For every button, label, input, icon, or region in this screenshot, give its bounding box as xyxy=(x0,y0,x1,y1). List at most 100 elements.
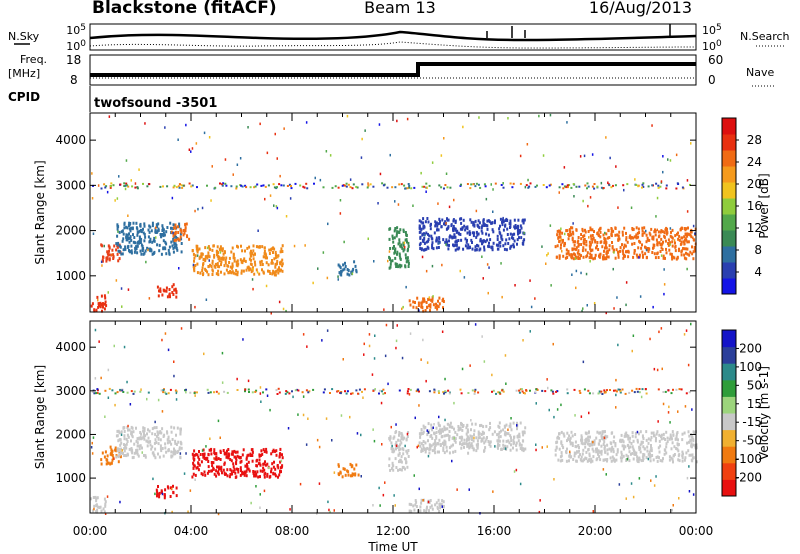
echo-cell xyxy=(231,246,234,250)
echo-cell xyxy=(138,237,141,241)
echo-cell xyxy=(175,291,178,295)
echo-cell xyxy=(404,231,407,234)
echo-cell xyxy=(230,185,233,188)
echo-cell xyxy=(458,436,461,440)
echo-cell xyxy=(266,472,269,476)
echo-cell xyxy=(407,265,410,268)
echo-cell xyxy=(215,390,218,393)
echo-cell xyxy=(502,182,504,185)
echo-cell xyxy=(180,184,183,187)
echo-cell xyxy=(661,459,664,463)
echo-cell xyxy=(511,186,514,189)
echo-cell xyxy=(193,266,196,269)
echo-cell xyxy=(604,391,607,394)
echo-cell xyxy=(90,304,93,308)
echo-cell xyxy=(438,242,440,245)
echo-cell xyxy=(454,248,457,252)
echo-cell xyxy=(215,457,218,461)
echo-cell xyxy=(605,232,608,236)
echo-cell xyxy=(691,408,693,411)
echo-cell xyxy=(116,243,119,247)
echo-cell xyxy=(410,509,413,513)
echo-cell xyxy=(466,225,469,229)
echo-cell xyxy=(675,257,678,261)
echo-cell xyxy=(346,272,349,276)
echo-region xyxy=(191,244,284,277)
echo-cell xyxy=(276,206,279,210)
echo-cell xyxy=(489,444,492,448)
velocity-colorbar-label: Velocity [m s-1] xyxy=(757,366,771,460)
echo-cell xyxy=(406,465,409,469)
echo-cell xyxy=(473,429,476,433)
echo-cell xyxy=(172,231,174,235)
echo-cell xyxy=(556,436,559,440)
echo-cell xyxy=(586,251,589,255)
echo-cell xyxy=(426,446,429,450)
echo-cell xyxy=(322,251,325,254)
echo-cell xyxy=(259,454,262,457)
echo-cell xyxy=(407,241,410,245)
echo-cell xyxy=(662,254,665,258)
echo-cell xyxy=(591,185,594,188)
echo-cell xyxy=(192,472,195,476)
echo-cell xyxy=(516,425,519,429)
echo-cell xyxy=(407,247,409,251)
echo-cell xyxy=(368,344,371,348)
echo-cell xyxy=(625,250,627,254)
echo-cell xyxy=(92,436,95,439)
echo-cell xyxy=(483,245,486,249)
echo-cell xyxy=(580,415,583,418)
echo-cell xyxy=(460,183,462,186)
echo-cell xyxy=(422,226,425,230)
echo-cell xyxy=(148,224,151,228)
echo-cell xyxy=(668,437,671,441)
echo-cell xyxy=(318,445,321,449)
echo-cell xyxy=(138,436,141,440)
echo-cell xyxy=(269,272,272,275)
echo-cell xyxy=(402,249,405,253)
echo-cell xyxy=(129,235,132,239)
echo-cell xyxy=(93,308,96,312)
echo-cell xyxy=(604,246,606,250)
echo-cell xyxy=(402,243,405,247)
echo-cell xyxy=(225,268,228,272)
echo-cell xyxy=(252,471,255,475)
echo-cell xyxy=(230,271,233,275)
echo-cell xyxy=(454,430,457,434)
echo-cell xyxy=(282,184,285,187)
echo-cell xyxy=(186,235,189,239)
echo-cell xyxy=(641,253,644,257)
echo-cell xyxy=(94,495,97,499)
echo-cell xyxy=(607,181,609,184)
echo-cell xyxy=(302,395,305,398)
echo-cell xyxy=(333,509,335,512)
echo-cell xyxy=(462,125,464,129)
echo-cell xyxy=(690,442,693,446)
echo-cell xyxy=(433,442,436,445)
echo-cell xyxy=(130,244,133,248)
echo-cell xyxy=(449,421,452,425)
echo-cell xyxy=(604,243,607,247)
echo-cell xyxy=(249,267,252,271)
echo-cell xyxy=(227,454,230,458)
echo-cell xyxy=(509,225,512,229)
echo-cell xyxy=(449,234,452,238)
echo-cell xyxy=(115,242,118,246)
echo-cell xyxy=(625,281,628,284)
echo-cell xyxy=(560,227,562,230)
echo-cell xyxy=(254,185,257,188)
echo-cell xyxy=(166,295,169,299)
echo-cell xyxy=(579,392,582,394)
echo-cell xyxy=(246,465,249,469)
echo-cell xyxy=(128,232,130,236)
echo-cell xyxy=(513,218,516,222)
echo-cell xyxy=(349,415,351,419)
echo-cell xyxy=(470,183,473,186)
echo-cell xyxy=(645,392,648,395)
echo-cell xyxy=(437,222,440,226)
echo-cell xyxy=(600,181,603,185)
echo-cell xyxy=(641,455,644,459)
echo-cell xyxy=(436,307,439,311)
echo-cell xyxy=(418,243,421,247)
echo-cell xyxy=(498,241,501,245)
